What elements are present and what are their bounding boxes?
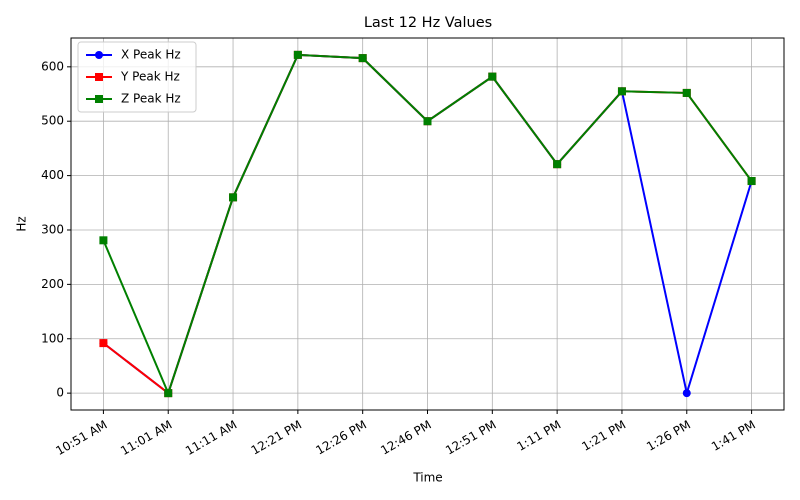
point [488,72,497,81]
point [617,87,626,96]
point [682,88,691,97]
x-tick-label: 12:21 PM [249,418,304,458]
x-tick-label: 10:51 AM [53,418,109,459]
legend-label: Z Peak Hz [121,92,181,106]
point [747,177,756,186]
x-tick-label: 11:01 AM [118,418,174,459]
point [99,339,108,348]
point [682,389,691,398]
x-tick-label: 1:11 PM [515,418,564,454]
y-tick-label: 600 [41,59,64,73]
point [358,54,367,63]
y-tick-label: 500 [41,114,64,128]
legend-marker [95,51,103,59]
point [99,236,108,245]
x-tick-label: 1:21 PM [579,418,628,454]
point [423,117,432,126]
legend-marker [95,95,103,103]
x-tick-label: 12:46 PM [378,418,433,458]
y-tick-label: 0 [56,386,64,400]
y-tick-label: 300 [41,222,64,236]
x-axis-label: Time [412,471,442,485]
x-tick-label: 11:11 AM [183,418,239,459]
x-tick-label: 1:41 PM [709,418,758,454]
legend-label: X Peak Hz [121,48,181,62]
y-tick-label: 100 [41,331,64,345]
legend-box [77,41,197,113]
point [553,160,562,169]
y-axis-label: Hz [15,216,29,231]
x-tick-label: 12:26 PM [313,418,368,458]
x-tick-label: 12:51 PM [443,418,498,458]
chart-title: Last 12 Hz Values [364,15,492,31]
legend-marker [95,73,103,81]
point [229,193,238,202]
y-tick-label: 200 [41,277,64,291]
y-tick-label: 400 [41,168,64,182]
x-tick-label: 1:26 PM [644,418,693,454]
legend-label: Y Peak Hz [120,70,180,84]
point [164,389,173,398]
plot-frame [70,37,785,411]
point [293,50,302,59]
